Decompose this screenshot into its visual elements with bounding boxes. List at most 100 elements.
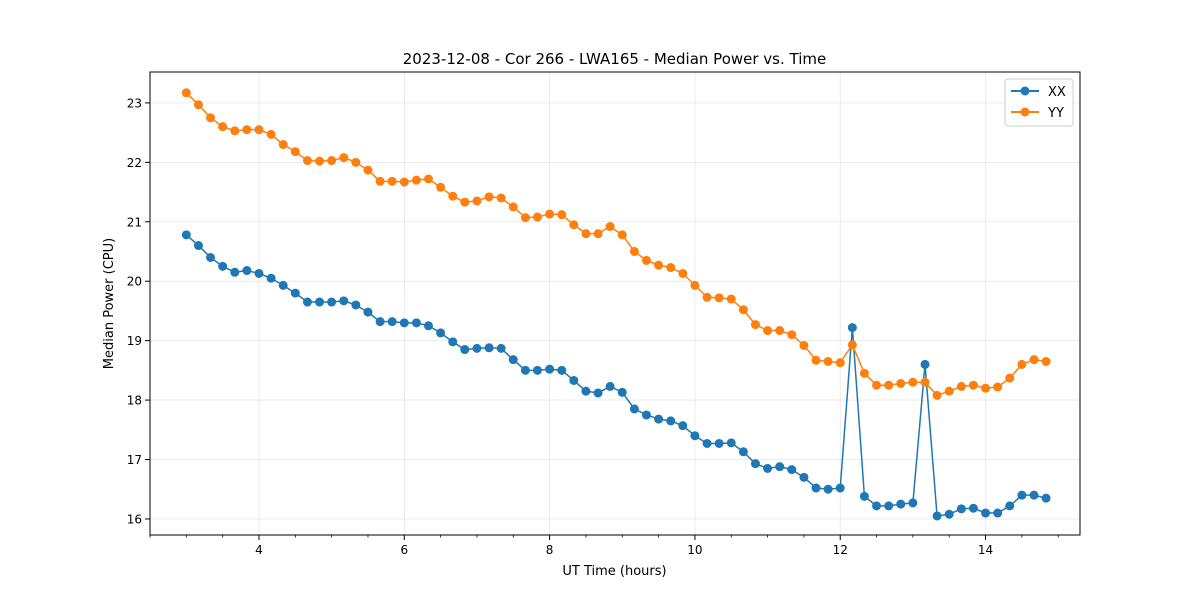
data-point-xx xyxy=(290,288,300,298)
y-tick-label: 16 xyxy=(127,512,142,526)
x-tick-label: 10 xyxy=(687,543,702,557)
data-point-xx xyxy=(702,438,712,448)
data-point-yy xyxy=(351,157,361,167)
y-tick-label: 20 xyxy=(127,275,142,289)
legend-label-yy: YY xyxy=(1047,106,1064,121)
data-point-xx xyxy=(181,230,191,240)
data-point-xx xyxy=(641,410,651,420)
data-point-yy xyxy=(399,177,409,187)
y-tick-label: 17 xyxy=(127,453,142,467)
data-point-yy xyxy=(593,229,603,239)
data-point-xx xyxy=(908,498,918,508)
data-point-yy xyxy=(315,156,325,166)
y-tick-label: 18 xyxy=(127,394,142,408)
data-point-yy xyxy=(436,182,446,192)
data-point-yy xyxy=(944,386,954,396)
data-point-yy xyxy=(666,263,676,273)
data-point-yy xyxy=(242,125,252,135)
data-point-xx xyxy=(835,483,845,493)
data-point-xx xyxy=(472,343,482,353)
data-point-yy xyxy=(738,305,748,315)
data-point-yy xyxy=(532,212,542,222)
data-point-xx xyxy=(508,355,518,365)
series-yy xyxy=(181,88,1051,400)
grid-layer xyxy=(150,72,1080,535)
data-point-yy xyxy=(387,176,397,186)
legend-label-xx: XX xyxy=(1048,85,1066,100)
data-point-yy xyxy=(327,156,337,166)
data-point-xx xyxy=(545,364,555,374)
series-line-xx xyxy=(185,234,1047,517)
data-point-xx xyxy=(399,318,409,328)
data-point-xx xyxy=(738,447,748,457)
data-point-yy xyxy=(896,378,906,388)
data-point-yy xyxy=(629,246,639,256)
x-tick-label: 4 xyxy=(255,543,263,557)
data-point-yy xyxy=(254,125,264,135)
data-point-yy xyxy=(847,340,857,350)
data-point-yy xyxy=(617,230,627,240)
data-point-xx xyxy=(726,438,736,448)
data-point-yy xyxy=(508,202,518,212)
data-point-yy xyxy=(823,356,833,366)
y-tick-label: 22 xyxy=(127,156,142,170)
data-point-xx xyxy=(1029,490,1039,500)
plot-area xyxy=(149,71,1081,536)
data-point-xx xyxy=(327,297,337,307)
data-point-xx xyxy=(230,267,240,277)
data-point-xx xyxy=(787,465,797,475)
data-point-xx xyxy=(1005,501,1015,511)
data-point-xx xyxy=(750,459,760,469)
data-point-xx xyxy=(460,345,470,355)
data-point-yy xyxy=(981,383,991,393)
legend-marker-xx xyxy=(1020,86,1030,96)
data-point-yy xyxy=(484,192,494,202)
series-line-yy xyxy=(185,92,1047,397)
data-point-yy xyxy=(714,293,724,303)
data-point-yy xyxy=(581,229,591,239)
data-point-yy xyxy=(859,368,869,378)
y-axis: 16 17 18 19 20 21 22 23 xyxy=(127,96,150,526)
legend: XX YY xyxy=(1004,78,1074,127)
data-point-yy xyxy=(726,294,736,304)
data-point-xx xyxy=(339,296,349,306)
data-point-xx xyxy=(532,365,542,375)
data-point-yy xyxy=(775,326,785,336)
data-point-xx xyxy=(968,503,978,513)
data-point-yy xyxy=(278,140,288,150)
data-point-yy xyxy=(678,268,688,278)
data-point-yy xyxy=(690,280,700,290)
data-point-yy xyxy=(654,260,664,270)
data-point-xx xyxy=(206,252,216,262)
data-point-xx xyxy=(678,421,688,431)
data-point-yy xyxy=(218,122,228,132)
data-point-xx xyxy=(266,273,276,283)
data-point-xx xyxy=(193,241,203,251)
data-point-yy xyxy=(884,380,894,390)
data-point-xx xyxy=(605,381,615,391)
data-point-xx xyxy=(981,508,991,518)
data-point-xx xyxy=(884,501,894,511)
data-point-xx xyxy=(823,484,833,494)
x-tick-label: 12 xyxy=(833,543,848,557)
data-point-yy xyxy=(569,220,579,230)
data-point-yy xyxy=(266,129,276,139)
x-tick-label: 6 xyxy=(400,543,408,557)
data-point-yy xyxy=(460,197,470,207)
data-point-yy xyxy=(787,330,797,340)
data-point-yy xyxy=(908,377,918,387)
data-point-yy xyxy=(472,196,482,206)
data-point-xx xyxy=(847,323,857,333)
data-point-xx xyxy=(896,499,906,509)
data-point-yy xyxy=(339,153,349,163)
data-point-yy xyxy=(763,326,773,336)
data-point-xx xyxy=(387,317,397,327)
y-axis-label: Median Power (CPU) xyxy=(102,238,117,369)
data-point-xx xyxy=(411,318,421,328)
data-point-xx xyxy=(218,261,228,271)
data-point-xx xyxy=(666,416,676,426)
legend-marker-yy xyxy=(1020,107,1030,117)
x-tick-label: 8 xyxy=(546,543,554,557)
data-point-xx xyxy=(520,365,530,375)
